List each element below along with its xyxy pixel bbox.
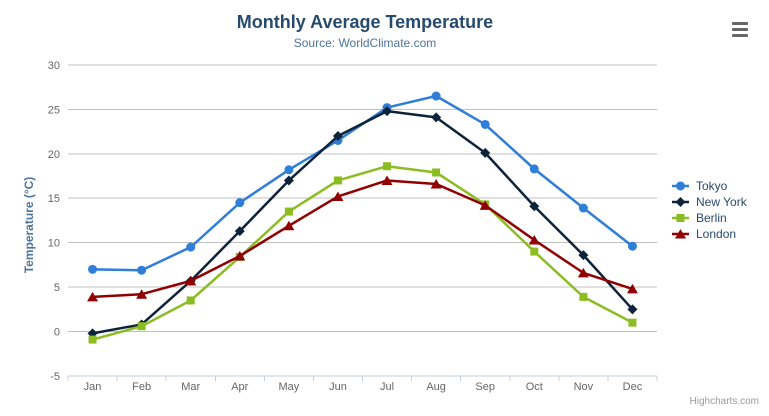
x-axis-label: Dec bbox=[623, 381, 643, 393]
legend-marker-circle-icon bbox=[672, 181, 689, 191]
data-point-tokyo[interactable] bbox=[529, 164, 539, 174]
data-point-tokyo[interactable] bbox=[284, 165, 294, 175]
data-point-new-york[interactable] bbox=[332, 131, 343, 142]
x-axis-label: Feb bbox=[132, 381, 151, 393]
data-point-new-york[interactable] bbox=[283, 175, 294, 186]
data-point-berlin[interactable] bbox=[579, 292, 588, 301]
y-axis-label: 25 bbox=[48, 104, 60, 116]
data-point-new-york[interactable] bbox=[234, 226, 245, 237]
data-point-london[interactable] bbox=[381, 175, 393, 185]
x-axis-label: Aug bbox=[426, 381, 446, 393]
data-point-new-york[interactable] bbox=[480, 147, 491, 158]
legend: Tokyo New York Berlin London bbox=[671, 178, 747, 242]
series-line-new-york bbox=[91, 109, 634, 335]
highcharts-credits-link[interactable]: Highcharts.com bbox=[689, 396, 759, 407]
x-axis-label: Mar bbox=[181, 381, 200, 393]
data-point-new-york[interactable] bbox=[578, 250, 589, 261]
x-axis-label: May bbox=[278, 381, 299, 393]
y-axis-label: 10 bbox=[48, 238, 60, 250]
legend-item-new-york[interactable]: New York bbox=[671, 194, 747, 210]
data-point-berlin[interactable] bbox=[432, 168, 441, 177]
series-line-berlin bbox=[91, 164, 634, 341]
data-point-tokyo[interactable] bbox=[137, 265, 147, 275]
hamburger-menu-icon[interactable] bbox=[732, 22, 748, 37]
y-axis-label: 0 bbox=[54, 327, 60, 339]
data-point-berlin[interactable] bbox=[186, 296, 195, 305]
legend-marker-triangle-icon bbox=[672, 229, 689, 239]
legend-marker-diamond-icon bbox=[672, 197, 689, 207]
x-axis-label: Jul bbox=[380, 381, 394, 393]
data-point-berlin[interactable] bbox=[530, 247, 539, 256]
chart-subtitle: Source: WorldClimate.com bbox=[293, 36, 437, 50]
legend-label: Berlin bbox=[696, 211, 727, 225]
data-point-london[interactable] bbox=[626, 283, 638, 294]
data-point-london[interactable] bbox=[430, 179, 442, 189]
data-point-tokyo[interactable] bbox=[235, 198, 245, 208]
data-point-london[interactable] bbox=[283, 220, 295, 231]
data-point-berlin[interactable] bbox=[628, 318, 637, 327]
hamburger-bar bbox=[732, 22, 748, 25]
y-axis-label: 15 bbox=[48, 193, 60, 205]
data-point-london[interactable] bbox=[528, 235, 540, 245]
legend-label: London bbox=[696, 227, 737, 241]
x-axis-label: Jan bbox=[84, 381, 102, 393]
data-point-london[interactable] bbox=[479, 200, 491, 210]
data-point-tokyo[interactable] bbox=[627, 241, 637, 251]
hamburger-bar bbox=[732, 28, 748, 31]
data-point-berlin[interactable] bbox=[284, 207, 293, 216]
legend-item-london[interactable]: London bbox=[671, 226, 747, 242]
x-axis-label: Sep bbox=[475, 381, 495, 393]
data-point-london[interactable] bbox=[332, 191, 344, 201]
series-line-tokyo bbox=[91, 94, 634, 272]
x-axis-label: Jun bbox=[329, 381, 347, 393]
data-point-london[interactable] bbox=[185, 275, 197, 286]
legend-label: Tokyo bbox=[696, 179, 728, 193]
legend-item-berlin[interactable]: Berlin bbox=[671, 210, 747, 226]
x-axis-label: Oct bbox=[526, 381, 543, 393]
legend-label: New York bbox=[696, 195, 747, 209]
series-line-london bbox=[91, 179, 634, 299]
data-point-london[interactable] bbox=[87, 291, 99, 302]
y-axis-label: 30 bbox=[48, 60, 60, 72]
data-point-tokyo[interactable] bbox=[431, 91, 441, 101]
y-axis-title: Temperature (°C) bbox=[22, 176, 36, 274]
data-point-tokyo[interactable] bbox=[578, 203, 588, 213]
legend-item-tokyo[interactable]: Tokyo bbox=[671, 178, 747, 194]
legend-marker-square-icon bbox=[672, 214, 689, 222]
data-point-berlin[interactable] bbox=[88, 335, 97, 344]
data-point-new-york[interactable] bbox=[382, 106, 393, 117]
data-point-new-york[interactable] bbox=[431, 112, 442, 123]
data-point-london[interactable] bbox=[234, 251, 246, 261]
y-axis-label: -5 bbox=[50, 371, 60, 383]
hamburger-bar bbox=[732, 34, 748, 37]
y-axis-label: 5 bbox=[54, 282, 60, 294]
x-axis-label: Nov bbox=[574, 381, 594, 393]
data-point-london[interactable] bbox=[136, 289, 148, 299]
data-point-new-york[interactable] bbox=[627, 304, 638, 315]
data-point-berlin[interactable] bbox=[333, 176, 342, 185]
data-point-new-york[interactable] bbox=[529, 201, 540, 212]
x-axis-label: Apr bbox=[231, 381, 248, 393]
chart-title: Monthly Average Temperature bbox=[236, 12, 494, 32]
data-point-tokyo[interactable] bbox=[480, 119, 490, 129]
data-point-berlin[interactable] bbox=[383, 162, 392, 171]
data-point-tokyo[interactable] bbox=[88, 264, 98, 274]
data-point-tokyo[interactable] bbox=[186, 242, 196, 252]
data-point-berlin[interactable] bbox=[137, 322, 146, 331]
data-point-london[interactable] bbox=[577, 267, 589, 278]
y-axis-label: 20 bbox=[48, 149, 60, 161]
